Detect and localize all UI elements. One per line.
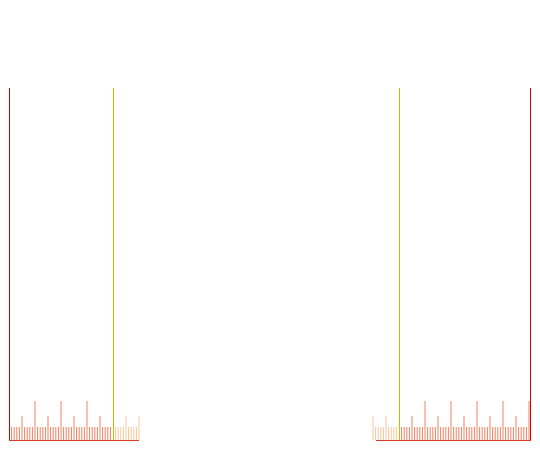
left-ruler <box>9 88 140 441</box>
right-ruler-ticks <box>372 401 530 440</box>
left-ruler-ticks <box>11 401 140 440</box>
right-ruler <box>372 88 531 441</box>
